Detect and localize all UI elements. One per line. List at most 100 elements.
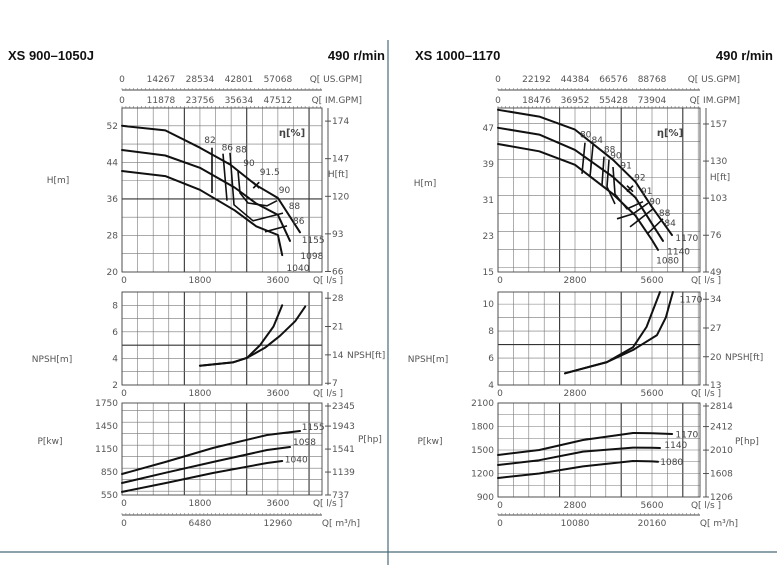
head-panel [497,107,709,273]
q-tick-label: 0 [497,501,503,511]
efficiency-curve-90 [616,202,649,220]
power-y-tick-label: 1750 [95,399,118,409]
m3h-tick-label: 0 [497,519,503,529]
power-panel [121,402,331,496]
power-curve-1098 [121,446,291,484]
power-y-tick-label: 1150 [95,445,118,455]
q-tick-label: 0 [121,276,127,286]
im_gpm-tick-label: 47512 [264,96,293,106]
npsh-y-tick-label: 6 [112,328,118,338]
efficiency-curve-86 [264,225,288,233]
npsh-y-right-tick-label: 21 [332,323,343,333]
m3h-tick-label: 10080 [561,519,590,529]
power-y-right-tick-label: 737 [332,491,349,501]
us_gpm-tick-label: 88768 [638,75,667,85]
power-y-tick-label: 850 [101,468,118,478]
efficiency-label: 91 [641,187,652,197]
power-y-right-tick-label: 1608 [710,470,733,480]
npsh-y-right-tick-label: 27 [710,324,721,334]
q-axis-label: Q[ l/s ] [691,276,721,286]
us_gpm-axis-label: Q[ US.GPM] [688,75,740,85]
power-curve-label: 1040 [285,456,308,466]
npsh-y-right-tick-label: 7 [332,379,338,389]
efficiency-label: 88 [659,209,671,219]
q-axis-label: Q[ l/s ] [691,389,721,399]
power-curve-label: 1098 [293,438,316,448]
head-y-right-tick-label: 120 [332,192,349,202]
power-y-right-tick-label: 1541 [332,445,355,455]
us_gpm-tick-label: 66576 [599,75,628,85]
head-y-right-axis-label: H[ft] [328,170,348,180]
m3h-axis-label: Q[ m³/h] [322,519,360,529]
npsh-y-tick-label: 10 [483,300,495,310]
power-y-right-axis-label: P[hp] [358,435,382,445]
head-curve-1170 [497,108,673,237]
us_gpm-tick-label: 22192 [522,75,551,85]
power-y-right-tick-label: 2814 [710,402,733,412]
efficiency-label: 84 [664,219,676,229]
npsh-y-tick-label: 6 [488,354,494,364]
npsh-curve-1170 [564,291,674,375]
head-curve-label: 1040 [287,264,310,274]
im_gpm-tick-label: 18476 [522,96,551,106]
power-plot-frame [497,402,701,498]
npsh-y-tick-label: 4 [112,354,118,364]
us_gpm-axis-label: Q[ US.GPM] [310,75,362,85]
q-tick-label: 0 [121,499,127,509]
npsh-plot-frame [497,291,701,386]
efficiency-label: 84 [592,136,604,146]
efficiency-curve-88 [229,152,284,222]
npsh-y-axis-label: NPSH[m] [32,355,72,365]
im_gpm-axis-label: Q[ IM.GPM] [690,96,740,106]
head-y-tick-label: 47 [483,124,494,134]
head-y-right-tick-label: 174 [332,117,349,127]
head-plot-frame [121,107,323,273]
power-curve-label: 1140 [664,441,687,451]
npsh-y-tick-label: 8 [488,327,494,337]
head-y-right-tick-label: 93 [332,230,343,240]
efficiency-label: 86 [293,217,305,227]
power-y-tick-label: 1500 [471,446,494,456]
npsh-y-right-tick-label: 34 [710,295,722,305]
power-y-tick-label: 1800 [471,423,494,433]
power-curve-label: 1170 [675,430,698,440]
power-y-right-axis-label: P[hp] [735,437,759,447]
npsh-y-right-tick-label: 20 [710,353,722,363]
power-plot-frame [121,402,323,496]
m3h-axis-label: Q[ m³/h] [700,519,738,529]
power-curve-1170 [497,432,674,456]
head-y-axis-label: H[m] [47,176,70,186]
efficiency-unit-label: η[%] [657,128,683,139]
q-tick-label: 1800 [188,276,211,286]
head-y-tick-label: 31 [483,196,494,206]
power-y-tick-label: 2100 [471,399,494,409]
head-y-tick-label: 23 [483,232,494,242]
chart-title: XS 1000–1170 [415,48,500,63]
chart-title: XS 900–1050J [8,48,94,63]
power-y-tick-label: 550 [101,491,118,501]
npsh-curve-label: 1170 [680,295,703,305]
im_gpm-tick-label: 35634 [225,96,254,106]
head-panel [121,107,331,273]
power-y-right-tick-label: 2345 [332,402,355,412]
efficiency-label: 88 [604,146,616,156]
efficiency-curve-80 [581,142,586,174]
q-tick-label: 2800 [564,501,587,511]
head-y-axis-label: H[m] [414,179,437,189]
power-curve-1140 [497,446,661,466]
q-tick-label: 5600 [641,389,664,399]
m3h-tick-label: 12960 [264,519,293,529]
npsh-y-right-axis-label: NPSH[ft] [347,351,385,361]
npsh-y-tick-label: 4 [488,381,494,391]
head-y-right-tick-label: 157 [710,120,727,130]
npsh-y-right-tick-label: 14 [332,351,344,361]
power-y-axis-label: P[kw] [37,437,62,447]
im_gpm-tick-label: 36952 [561,96,590,106]
efficiency-curve-84 [646,218,664,235]
us_gpm-tick-label: 0 [119,75,125,85]
us_gpm-tick-label: 14267 [147,75,176,85]
q-tick-label: 3600 [266,276,289,286]
q-tick-label: 1800 [188,389,211,399]
